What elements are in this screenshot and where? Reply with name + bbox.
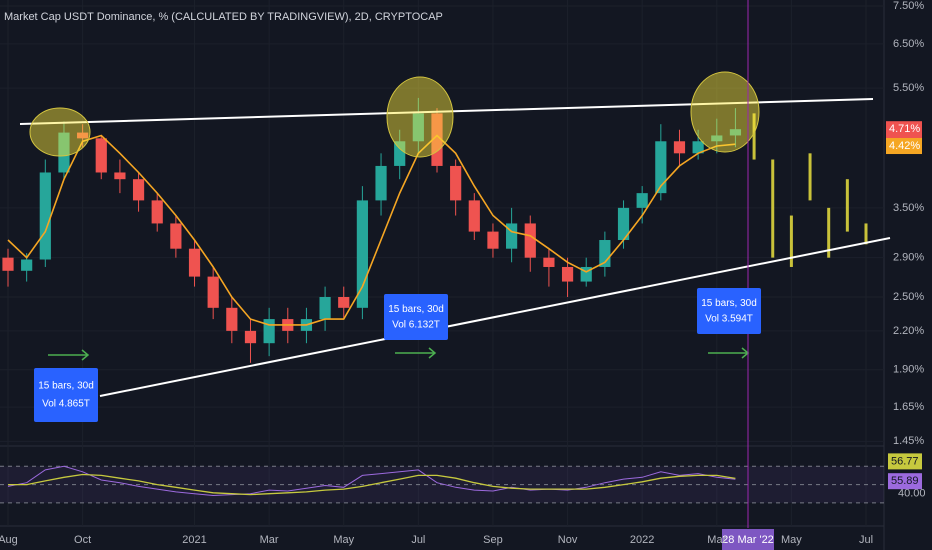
x-tick-label: Oct — [74, 534, 91, 546]
x-tick-label: Jul — [411, 534, 425, 546]
rsi-line — [7, 465, 736, 497]
candle-body — [580, 266, 592, 282]
candle-body — [599, 240, 611, 267]
chart-title: Market Cap USDT Dominance, % (CALCULATED… — [4, 11, 443, 23]
candle-body — [711, 135, 723, 142]
candle-body — [338, 297, 350, 308]
x-tick-label: Sep — [483, 534, 503, 546]
rsi-tag-label: 56.77 — [891, 455, 919, 467]
y-tick-label: 1.45% — [893, 435, 924, 447]
rsi-tag — [888, 453, 922, 470]
candle-body — [319, 297, 331, 320]
candle-body — [114, 172, 126, 180]
annotation-box — [34, 368, 98, 422]
price-tag-label: 4.71% — [889, 123, 920, 135]
y-tick-label: 2.90% — [893, 252, 924, 264]
y-tick-label: 3.50% — [893, 202, 924, 214]
candle-body — [132, 179, 145, 201]
x-tick-label: Jul — [859, 534, 873, 546]
candle-body — [58, 132, 70, 173]
ema-line — [7, 134, 736, 326]
price-tag-label: 4.42% — [889, 140, 920, 152]
candle-body — [655, 141, 667, 194]
candle-body — [39, 172, 51, 260]
candle-body — [77, 132, 89, 139]
candle-body — [617, 207, 630, 241]
candle-body — [450, 165, 462, 201]
rsi-tick-label: 40.00 — [898, 488, 926, 500]
candle-body — [226, 307, 238, 331]
annotation-text: Vol 3.594T — [705, 313, 753, 324]
candle-body — [356, 200, 368, 308]
x-tick-label: 2021 — [182, 534, 206, 546]
y-tick-label: 2.20% — [893, 325, 924, 337]
candle-body — [375, 165, 387, 201]
annotation-text: 15 bars, 30d — [388, 304, 444, 315]
y-tick-label: 1.90% — [893, 364, 924, 376]
y-tick-label: 6.50% — [893, 38, 924, 50]
candle-body — [636, 193, 648, 208]
candle-body — [543, 257, 555, 267]
y-tick-label: 1.65% — [893, 401, 924, 413]
candle-body — [394, 141, 406, 166]
candle-body — [729, 129, 742, 136]
candle-body — [207, 276, 219, 308]
x-tick-label: 2022 — [630, 534, 654, 546]
candle-body — [524, 223, 536, 258]
y-tick-label: 7.50% — [893, 0, 924, 12]
x-tick-label: Aug — [0, 534, 18, 546]
candle-body — [188, 248, 201, 277]
x-tick-label: May — [781, 534, 802, 546]
candle-body — [692, 141, 704, 154]
x-tick-label: May — [333, 534, 354, 546]
candle-body — [561, 266, 574, 282]
resistance-line — [19, 98, 874, 125]
candle-body — [412, 113, 424, 142]
highlight — [386, 76, 454, 158]
annotation-text: Vol 4.865T — [42, 399, 90, 410]
price-tag — [886, 138, 922, 155]
candle-body — [151, 200, 163, 224]
candle-body — [506, 223, 518, 249]
annotation-text: 15 bars, 30d — [38, 381, 94, 392]
candle-body — [2, 257, 14, 271]
support-line — [99, 237, 891, 397]
y-tick-label: 2.50% — [893, 291, 924, 303]
candle-body — [244, 330, 257, 344]
candle-body — [487, 231, 499, 249]
annotation-text: 15 bars, 30d — [701, 298, 757, 309]
annotation-box — [697, 288, 761, 334]
x-tick-label: Mar — [707, 534, 726, 546]
highlight — [29, 107, 91, 157]
y-tick-label: 5.50% — [893, 82, 924, 94]
rsi-ma-line — [8, 473, 736, 496]
arrows — [48, 347, 750, 361]
candle-body — [170, 223, 182, 249]
annotation-text: Vol 6.132T — [392, 319, 440, 330]
cursor-label-box — [722, 529, 774, 550]
rsi-tag-label: 55.89 — [891, 475, 919, 487]
candle-body — [263, 319, 275, 344]
rsi-tag — [888, 473, 922, 490]
candle-body — [21, 259, 33, 271]
candle-body — [468, 200, 480, 232]
candle-body — [95, 138, 107, 173]
candle-body — [673, 141, 686, 154]
highlight — [690, 71, 760, 153]
x-tick-label: Mar — [260, 534, 279, 546]
annotation-box — [384, 294, 448, 340]
x-tick-label: Nov — [558, 534, 578, 546]
cursor-label: 28 Mar '22 — [722, 534, 774, 546]
candle-body — [431, 113, 443, 166]
